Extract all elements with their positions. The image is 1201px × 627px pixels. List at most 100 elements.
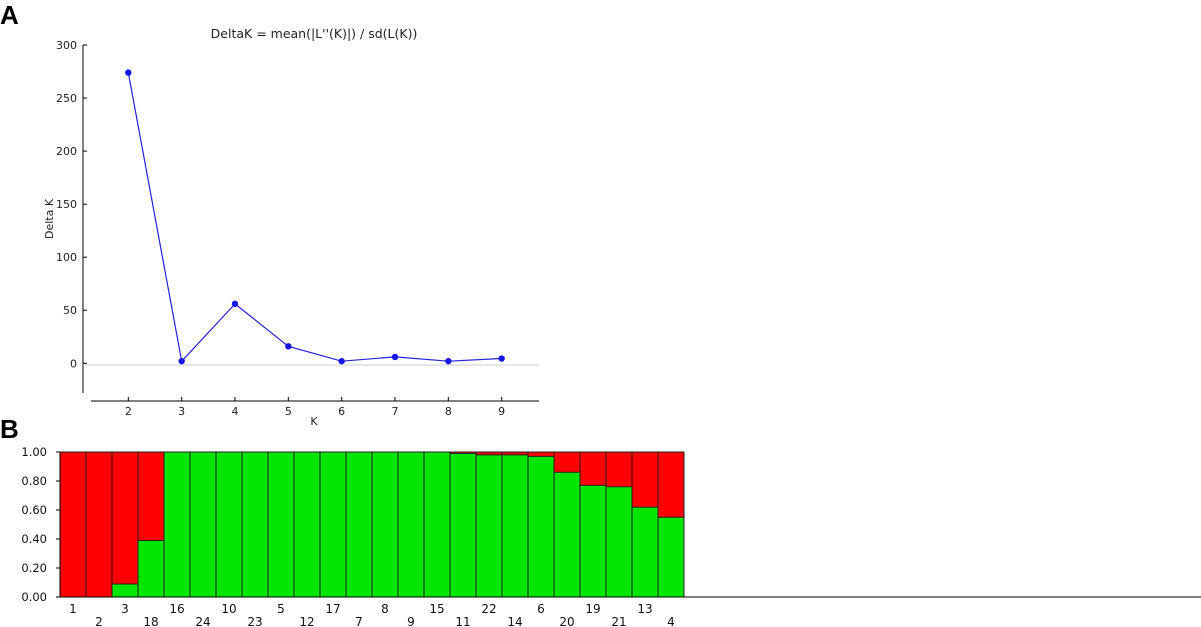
- ancestry-y-tick-label: 0.80: [21, 474, 47, 488]
- ancestry-bar-green-segment: [632, 507, 658, 597]
- ancestry-bar-red-segment: [60, 452, 86, 597]
- ancestry-category-label: 6: [537, 602, 545, 616]
- ancestry-y-tick-label: 0.40: [21, 532, 47, 546]
- delta-k-points: [125, 69, 505, 365]
- ancestry-category-label: 9: [407, 615, 415, 627]
- ancestry-category-label: 21: [611, 615, 626, 627]
- delta-k-y-tick-label: 100: [56, 251, 77, 264]
- delta-k-y-tick-label: 200: [56, 145, 77, 158]
- delta-k-point: [445, 357, 452, 365]
- ancestry-bar-red-segment: [528, 452, 554, 457]
- ancestry-bar-red-segment: [502, 452, 528, 455]
- delta-k-x-tick-label: 4: [232, 405, 239, 418]
- ancestry-bar-green-segment: [398, 452, 424, 597]
- ancestry-bars: [59, 451, 685, 598]
- delta-k-y-ticks: 0 50 100 150 200 250 300: [56, 39, 87, 370]
- ancestry-bar-red-segment: [658, 452, 684, 518]
- delta-k-point: [285, 343, 292, 350]
- delta-k-series-line: [127, 72, 502, 363]
- ancestry-y-tick-label: 0.00: [21, 590, 47, 604]
- ancestry-category-label: 24: [195, 615, 210, 627]
- ancestry-y-ticks: 0.00 0.20 0.40 0.60 0.80 1.00: [21, 445, 60, 604]
- ancestry-bar-green-segment: [450, 453, 476, 597]
- ancestry-category-label: 13: [637, 602, 652, 616]
- delta-k-point: [498, 355, 505, 362]
- ancestry-category-label: 15: [429, 602, 444, 616]
- delta-k-x-tick-label: 9: [498, 405, 505, 418]
- ancestry-bar-red-segment: [450, 452, 476, 454]
- ancestry-bar-green-segment: [580, 485, 606, 597]
- ancestry-bar-green-segment: [190, 452, 216, 597]
- delta-k-x-label: K: [310, 415, 318, 428]
- delta-k-x-tick-label: 6: [338, 405, 345, 418]
- ancestry-category-label: 12: [299, 615, 314, 627]
- delta-k-y-tick-label: 250: [56, 92, 77, 105]
- ancestry-bar-green-segment: [658, 517, 684, 597]
- delta-k-point: [231, 300, 239, 308]
- ancestry-category-label: 14: [507, 615, 522, 627]
- ancestry-bar-green-segment: [138, 540, 164, 597]
- ancestry-bar-green-segment: [216, 452, 242, 597]
- delta-k-x-tick-label: 2: [125, 405, 132, 418]
- delta-k-point: [338, 357, 345, 365]
- ancestry-bar-red-segment: [606, 452, 632, 487]
- delta-k-y-tick-label: 300: [56, 39, 77, 52]
- ancestry-category-label: 19: [585, 602, 600, 616]
- delta-k-x-tick-label: 7: [392, 405, 399, 418]
- ancestry-category-label: 8: [381, 602, 389, 616]
- ancestry-category-label: 5: [277, 602, 285, 616]
- delta-k-y-tick-label: 50: [63, 304, 77, 317]
- ancestry-category-label: 1: [69, 602, 77, 616]
- delta-k-y-label: Delta K: [43, 198, 56, 239]
- ancestry-bar-red-segment: [632, 452, 658, 508]
- ancestry-bar-green-segment: [242, 452, 268, 597]
- ancestry-bar-red-segment: [554, 452, 580, 473]
- ancestry-bar-green-segment: [502, 454, 528, 597]
- ancestry-category-label: 7: [355, 615, 363, 627]
- ancestry-bar-red-segment: [112, 452, 138, 584]
- ancestry-bar-green-segment: [294, 452, 320, 597]
- delta-k-y-tick-label: 0: [70, 357, 77, 370]
- ancestry-y-tick-label: 0.60: [21, 503, 47, 517]
- delta-k-point: [125, 69, 132, 76]
- delta-k-x-tick-label: 5: [285, 405, 292, 418]
- ancestry-bar-green-segment: [346, 452, 372, 597]
- ancestry-category-label: 2: [95, 615, 103, 627]
- ancestry-bar-chart: 0.000.200.400.600.801.00 123181624102351…: [21, 445, 1201, 627]
- delta-k-x-ticks: 2 3 4 5 6 7 8 9: [125, 397, 505, 418]
- ancestry-bar-green-segment: [476, 454, 502, 597]
- ancestry-bar-green-segment: [320, 452, 346, 597]
- delta-k-y-tick-label: 150: [56, 198, 77, 211]
- ancestry-category-label: 3: [121, 602, 129, 616]
- ancestry-bar-green-segment: [424, 452, 450, 597]
- delta-k-chart: DeltaK = mean(|L''(K)|) / sd(L(K)) 0 50 10…: [43, 26, 539, 428]
- ancestry-category-label: 4: [667, 615, 675, 627]
- ancestry-category-label: 17: [325, 602, 340, 616]
- ancestry-bar-green-segment: [372, 452, 398, 597]
- ancestry-bar-red-segment: [580, 452, 606, 486]
- ancestry-bar-green-segment: [554, 472, 580, 597]
- panel-a-letter: A: [0, 0, 19, 30]
- ancestry-category-label: 20: [559, 615, 574, 627]
- delta-k-point: [391, 353, 399, 361]
- ancestry-bar-red-segment: [476, 452, 502, 455]
- ancestry-category-label: 23: [247, 615, 262, 627]
- ancestry-category-label: 22: [481, 602, 496, 616]
- delta-k-point: [178, 357, 185, 365]
- ancestry-y-tick-label: 0.20: [21, 561, 47, 575]
- delta-k-x-tick-label: 8: [445, 405, 452, 418]
- ancestry-category-label: 11: [455, 615, 470, 627]
- ancestry-bar-green-segment: [164, 452, 190, 597]
- delta-k-title: DeltaK = mean(|L''(K)|) / sd(L(K)): [211, 26, 418, 41]
- panel-b-letter: B: [0, 414, 19, 444]
- ancestry-category-label: 18: [143, 615, 158, 627]
- ancestry-bar-red-segment: [138, 452, 164, 541]
- ancestry-bar-green-segment: [606, 486, 632, 597]
- ancestry-bar-green-segment: [112, 583, 138, 597]
- ancestry-y-tick-label: 1.00: [21, 445, 47, 459]
- ancestry-bar-green-segment: [528, 456, 554, 597]
- ancestry-category-label: 16: [169, 602, 184, 616]
- ancestry-bar-red-segment: [86, 452, 112, 597]
